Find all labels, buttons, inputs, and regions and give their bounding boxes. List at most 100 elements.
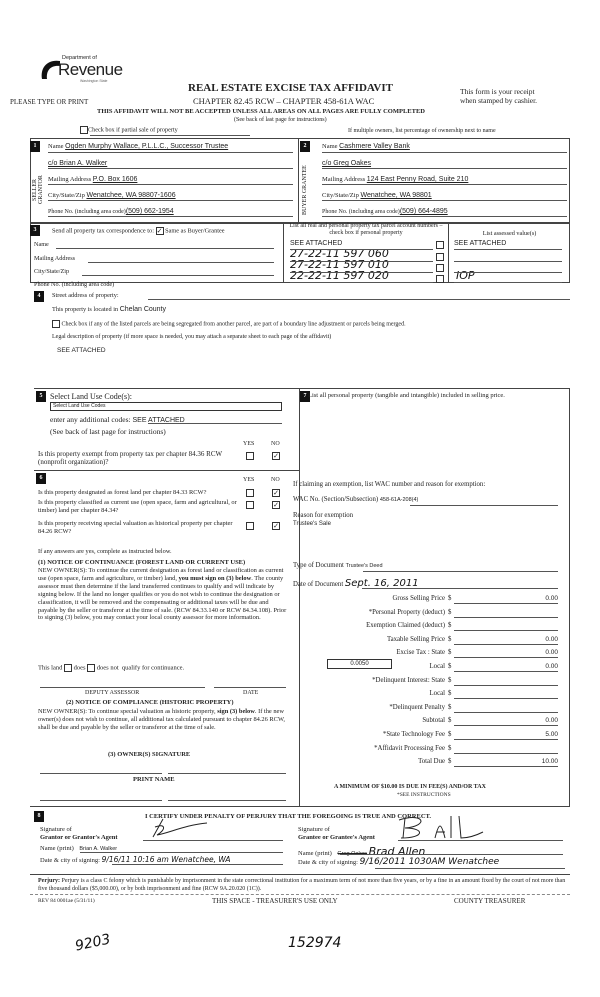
current-use-no-checkbox[interactable]: ✓ <box>272 501 280 509</box>
personal-property-checkbox[interactable] <box>436 275 444 283</box>
send-correspondence: Send all property tax correspondence to:… <box>52 227 225 235</box>
grantor-signature[interactable] <box>145 815 215 841</box>
forest-no-checkbox[interactable]: ✓ <box>272 489 280 497</box>
exempt-yes-checkbox[interactable] <box>246 452 254 460</box>
notice-continuance: NEW OWNER(S): To continue the current de… <box>38 567 287 622</box>
seller-phone-field[interactable]: Phone No. (including area code)(509) 662… <box>48 208 174 215</box>
notice-compliance: NEW OWNER(S): To continue special valuat… <box>38 708 285 731</box>
same-as-buyer-checkbox[interactable]: ✓ <box>155 227 164 235</box>
warning: THIS AFFIDAVIT WILL NOT BE ACCEPTED UNLE… <box>97 108 425 115</box>
handwritten-number: 152974 <box>288 935 342 951</box>
personal-property-checkbox[interactable] <box>436 264 444 272</box>
chapters: CHAPTER 82.45 RCW – CHAPTER 458-61A WAC <box>193 96 375 106</box>
fee-value[interactable]: 0.00 <box>454 594 558 604</box>
seller-buyer-section <box>30 138 570 223</box>
forest-yes-checkbox[interactable] <box>246 489 254 497</box>
additional-codes-field[interactable]: enter any additional codes: SEE ATTACHED <box>50 415 185 424</box>
fee-label: Exemption Claimed (deduct) <box>366 622 445 630</box>
buyer-city-field[interactable]: City/State/Zip Wenatchee, WA 98801 <box>322 192 432 199</box>
logo-swoosh-icon <box>41 60 60 79</box>
legal-description[interactable]: SEE ATTACHED <box>57 347 106 354</box>
parcel-row[interactable]: 27-22-11 597 060 <box>290 247 389 260</box>
seller-co-field[interactable]: c/o Brian A. Walker <box>48 160 108 167</box>
currency-symbol: $ <box>448 649 452 657</box>
buyer-name-field[interactable]: Name Cashmere Valley Bank <box>322 143 410 150</box>
grantor-date-field[interactable]: Date & city of signing: 9/16/11 10:16 am… <box>40 855 231 864</box>
buyer-co-field[interactable]: c/o Greg Oakes <box>322 160 372 167</box>
fee-value[interactable] <box>454 703 558 713</box>
fee-value[interactable]: 0.00 <box>454 648 558 659</box>
fee-value[interactable]: 10.00 <box>454 757 558 768</box>
buyer-address-field[interactable]: Mailing Address 124 East Penny Road, Sui… <box>322 176 469 183</box>
partial-sale-checkbox[interactable]: Check box if partial sale of property <box>80 126 178 134</box>
local-rate-box[interactable]: 0.0050 <box>327 659 392 669</box>
receipt-note: This form is your receipt <box>460 87 535 96</box>
currency-symbol: $ <box>448 717 452 725</box>
continuance-qualify: This land does does not qualify for cont… <box>38 664 185 672</box>
fee-value[interactable] <box>454 621 558 632</box>
fee-value[interactable]: 0.00 <box>454 716 558 727</box>
multiple-owners-note: If multiple owners, list percentage of o… <box>348 128 496 134</box>
legal-description-label: Legal description of property (if more s… <box>52 334 332 340</box>
type-or-print: PLEASE TYPE OR PRINT <box>10 98 89 106</box>
fee-label: *Delinquent Penalty <box>389 703 445 711</box>
does-not-checkbox[interactable] <box>87 664 96 672</box>
fee-value[interactable] <box>454 744 558 754</box>
fee-label: Local <box>429 663 445 670</box>
fee-value[interactable]: 0.00 <box>454 662 558 672</box>
fee-value[interactable]: 0.00 <box>454 635 558 645</box>
fee-label: Excise Tax : State <box>396 649 445 657</box>
wac-field[interactable]: WAC No. (Section/Subsection) 458-61A-208… <box>293 496 419 503</box>
assessed-value[interactable]: IOP <box>456 269 475 282</box>
fee-label: Subtotal <box>422 717 445 725</box>
current-use-yes-checkbox[interactable] <box>246 501 254 509</box>
fee-label: *Personal Property (deduct) <box>368 608 445 616</box>
parcel-header: List all real and personal property tax … <box>289 223 443 236</box>
fee-value[interactable] <box>454 608 558 618</box>
currency-symbol: $ <box>448 690 452 698</box>
parcel-row[interactable]: 22-22-11 597 020 <box>290 269 389 282</box>
assessed-value[interactable]: SEE ATTACHED <box>454 240 507 247</box>
dor-logo: Department of Revenue Washington State <box>38 55 123 95</box>
parcel-row[interactable]: SEE ATTACHED <box>290 240 343 247</box>
fee-label: *Affidavit Processing Fee <box>374 744 445 752</box>
currency-symbol: $ <box>448 663 452 670</box>
grantee-date-field[interactable]: Date & city of signing: 9/16/2011 1030AM… <box>298 857 500 867</box>
does-checkbox[interactable] <box>64 664 72 672</box>
fee-label: Total Due <box>418 758 445 766</box>
currency-symbol: $ <box>448 744 452 752</box>
currency-symbol: $ <box>448 676 452 684</box>
currency-symbol: $ <box>448 622 452 630</box>
historic-yes-checkbox[interactable] <box>246 522 254 530</box>
doc-type-field[interactable]: Type of Document Trustee's Deed <box>293 562 383 569</box>
fee-label: *Delinquent Interest: State <box>372 676 445 684</box>
currency-symbol: $ <box>448 595 452 602</box>
historic-no-checkbox[interactable]: ✓ <box>272 522 280 530</box>
exemption-reason[interactable]: Trustee's Sale <box>293 521 331 527</box>
seller-city-field[interactable]: City/State/Zip Wenatchee, WA 98807-1606 <box>48 192 176 199</box>
seller-name-field[interactable]: Name Ogden Murphy Wallace, P.L.L.C., Suc… <box>48 143 229 150</box>
personal-property-checkbox[interactable] <box>436 241 444 249</box>
seller-address-field[interactable]: Mailing Address P.O. Box 1606 <box>48 176 138 183</box>
see-back: (See back of last page for instructions) <box>234 117 327 123</box>
sections-5-7 <box>34 388 570 806</box>
exempt-no-checkbox[interactable]: ✓ <box>272 452 280 460</box>
fee-label: *State Technology Fee <box>382 731 445 738</box>
grantee-signature[interactable] <box>395 812 485 840</box>
doc-date-field[interactable]: Date of Document Sept. 16, 2011 <box>293 578 419 589</box>
land-use-select[interactable]: Select Land Use Codes <box>50 402 282 411</box>
personal-property-checkbox[interactable] <box>436 253 444 261</box>
fee-value[interactable]: 5.00 <box>454 730 558 740</box>
currency-symbol: $ <box>448 608 452 616</box>
certify-statement: I CERTIFY UNDER PENALTY OF PERJURY THAT … <box>145 813 432 820</box>
grantor-name-field[interactable]: Name (print) Brian A. Walker <box>40 845 118 852</box>
fee-value[interactable] <box>454 689 558 700</box>
currency-symbol: $ <box>448 731 452 738</box>
buyer-phone-field[interactable]: Phone No. (including area code)(509) 664… <box>322 208 448 215</box>
fee-label: Local <box>429 690 445 698</box>
receipt-note-2: when stamped by cashier. <box>460 96 538 105</box>
segregated-checkbox[interactable]: Check box if any of the listed parcels a… <box>52 320 406 328</box>
fee-value[interactable] <box>454 676 558 686</box>
fee-label: Taxable Selling Price <box>386 635 445 643</box>
fee-label: Gross Selling Price <box>392 595 445 602</box>
